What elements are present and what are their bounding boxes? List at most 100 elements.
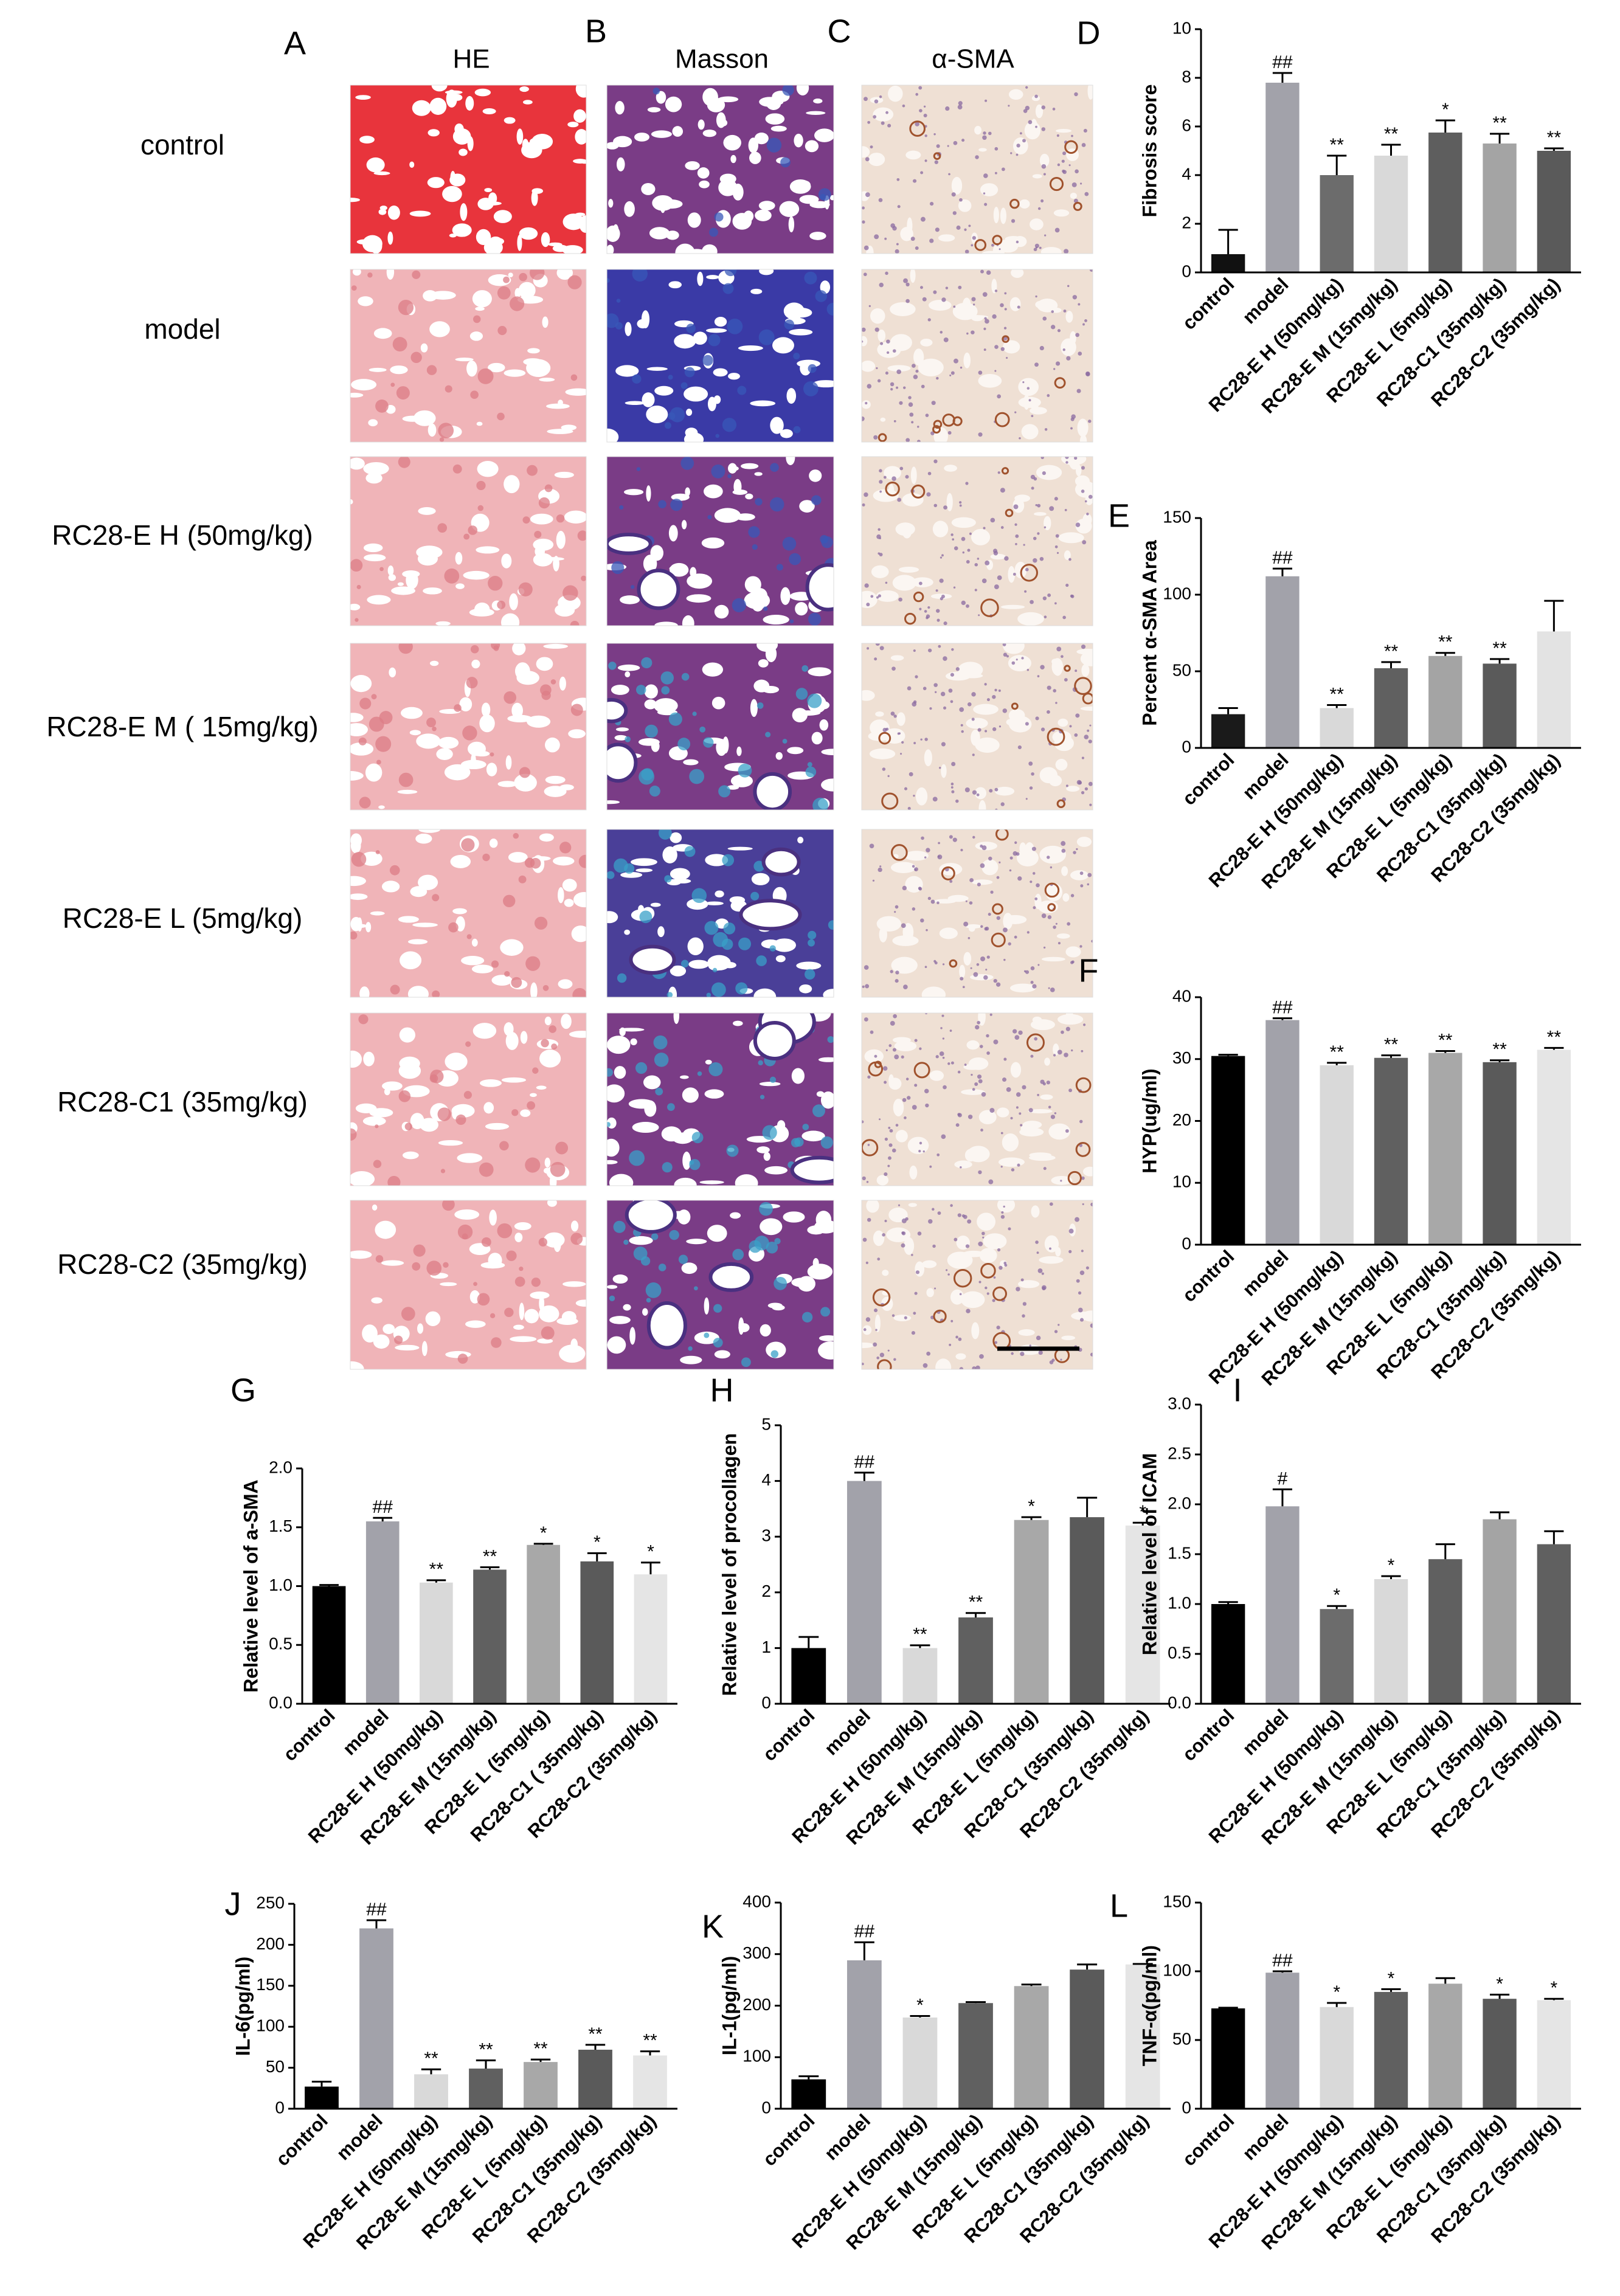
tissue-texture [1016, 1287, 1020, 1292]
tissue-texture [927, 648, 932, 652]
tissue-texture [562, 1281, 586, 1287]
tissue-texture [664, 875, 672, 883]
tissue-texture [980, 956, 986, 961]
tissue-texture [992, 244, 1005, 254]
column-header: HE [452, 44, 490, 74]
tissue-texture [1056, 646, 1062, 652]
tissue-texture [925, 1013, 928, 1015]
tissue-texture [460, 203, 468, 221]
tissue-texture [1041, 105, 1045, 109]
tissue-texture [481, 702, 491, 718]
axis [780, 1425, 1171, 1705]
tissue-texture [915, 92, 919, 96]
tissue-texture [901, 1231, 905, 1235]
tissue-texture [953, 305, 956, 308]
tissue-texture [904, 1316, 907, 1319]
tissue-texture [664, 422, 671, 429]
tissue-texture [923, 113, 927, 117]
y-axis-label: IL-6(pg/ml) [232, 1957, 254, 2056]
tissue-texture [959, 964, 966, 978]
tissue-texture [562, 879, 577, 892]
tissue-texture [727, 785, 739, 790]
tissue-texture [448, 922, 459, 933]
tissue-texture [869, 748, 896, 759]
tissue-texture [818, 188, 831, 201]
tissue-texture [723, 962, 736, 969]
tissue-texture [670, 965, 687, 977]
tissue-texture [379, 567, 384, 572]
tissue-texture [1084, 319, 1087, 322]
tissue-texture [896, 369, 901, 375]
significance: ## [854, 1452, 875, 1472]
error-bar [1435, 652, 1455, 656]
tissue-texture [1010, 1116, 1013, 1120]
bar [1014, 1986, 1049, 2109]
tissue-texture [885, 581, 888, 584]
tissue-texture [504, 475, 520, 494]
tissue-texture [556, 269, 573, 280]
micrograph [607, 643, 834, 810]
tissue-texture [1039, 1256, 1064, 1264]
tissue-texture [961, 1214, 965, 1218]
tissue-texture [507, 714, 533, 722]
tissue-texture [1062, 615, 1066, 620]
error-bar [798, 1636, 819, 1648]
tissue-texture [684, 1267, 698, 1271]
tissue-texture [680, 1075, 689, 1079]
tissue-texture [412, 270, 421, 279]
tissue-texture [895, 905, 899, 909]
tissue-texture [1014, 411, 1017, 413]
tissue-texture [511, 1109, 519, 1116]
tissue-texture [941, 764, 947, 778]
tissue-texture [556, 1317, 578, 1325]
tissue-texture [875, 1329, 878, 1331]
tissue-texture [543, 643, 569, 649]
tissue-texture [920, 216, 926, 222]
tissue-texture [388, 574, 396, 581]
tissue-texture [927, 318, 931, 322]
tissue-texture [479, 1079, 502, 1087]
tissue-texture [1055, 361, 1061, 366]
bar [305, 2086, 339, 2109]
tissue-texture [892, 1048, 896, 1052]
y-axis-label: Relative level of procollagen [718, 1433, 740, 1696]
tissue-texture [958, 101, 963, 106]
tissue-texture [623, 489, 644, 496]
tissue-texture [938, 842, 940, 845]
tissue-texture [821, 778, 834, 792]
tissue-texture [544, 484, 553, 493]
tissue-texture [936, 1153, 940, 1157]
tissue-texture [879, 490, 882, 493]
tissue-texture [1075, 1142, 1091, 1157]
tissue-base [862, 1200, 1093, 1369]
tissue-texture [559, 1344, 586, 1363]
tissue-texture [373, 1334, 390, 1349]
tissue-texture [887, 1349, 890, 1352]
tissue-texture [545, 775, 566, 784]
tissue-texture [972, 753, 975, 756]
tissue-texture [879, 865, 882, 868]
micrograph [350, 829, 586, 997]
tissue-texture [628, 1099, 655, 1109]
tissue-texture [418, 829, 440, 833]
y-tick-label: 0.0 [1168, 1693, 1191, 1712]
tissue-texture [489, 839, 498, 848]
tissue-texture [1022, 1302, 1026, 1306]
tissue-texture [886, 351, 890, 354]
tissue-texture [933, 152, 941, 160]
error-bar [1272, 72, 1292, 83]
tissue-texture [864, 583, 869, 588]
tissue-texture [732, 184, 744, 201]
bar [312, 1586, 346, 1704]
tissue-texture [874, 234, 879, 240]
tissue-texture [885, 481, 900, 497]
tissue-texture [617, 664, 640, 671]
tissue-texture [623, 1304, 631, 1311]
tissue-texture [933, 503, 938, 508]
tissue-texture [1003, 340, 1020, 354]
tissue-texture [772, 1304, 785, 1311]
tissue-texture [961, 1291, 985, 1309]
tissue-texture [887, 123, 891, 128]
tissue-texture [1030, 981, 1034, 984]
tissue-texture [559, 842, 572, 854]
